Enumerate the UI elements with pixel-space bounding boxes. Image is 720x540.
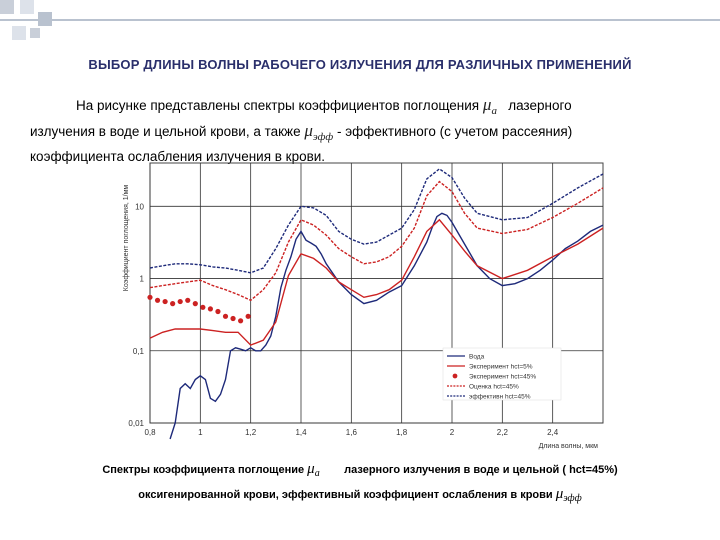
x-tick-label: 1,4	[295, 428, 307, 437]
caption-line-1: Спектры коэффициента поглощение μa лазер…	[102, 461, 618, 479]
data-point	[185, 297, 191, 303]
x-tick-label: 2,2	[497, 428, 509, 437]
legend-marker	[452, 373, 458, 379]
series-line	[149, 168, 604, 274]
data-point	[222, 313, 229, 319]
deco-square-3	[38, 12, 52, 26]
deco-square-5	[30, 28, 40, 38]
x-tick-label: 1,8	[396, 428, 408, 437]
intro-text-2: лазерного	[508, 98, 572, 113]
data-point	[147, 294, 153, 300]
deco-square-2	[20, 0, 34, 14]
series-line	[149, 180, 604, 302]
legend-entry: эффективн hct=45%	[469, 394, 531, 401]
legend-entry: Оценка hct=45%	[469, 384, 519, 391]
slide-title: ВЫБОР ДЛИНЫ ВОЛНЫ РАБОЧЕГО ИЗЛУЧЕНИЯ ДЛЯ…	[88, 57, 632, 72]
y-tick-label: 1	[140, 275, 145, 284]
data-point	[177, 298, 183, 305]
data-point	[200, 304, 206, 310]
x-axis-label: Длина волны, мкм	[539, 443, 599, 450]
data-point	[230, 315, 236, 322]
x-tick-label: 1,2	[245, 428, 257, 437]
mu-eff-symbol: μэфф	[304, 121, 334, 143]
caption-line-2: оксигенированной крови, эффективный коэф…	[138, 486, 582, 504]
intro-text-4: - эффективного (с учетом рассеяния)	[336, 124, 573, 139]
data-point	[154, 297, 161, 303]
mu-a-symbol: μa	[482, 95, 497, 117]
legend-box	[442, 347, 562, 401]
caption-mu-a-symbol: μa	[307, 461, 320, 479]
series-line	[149, 218, 604, 346]
caption-mu-eff-symbol: μэфф	[555, 486, 582, 504]
y-tick-label: 10	[135, 202, 144, 211]
data-point	[192, 301, 198, 307]
y-tick-label: 0,01	[128, 419, 144, 428]
header-rule	[0, 19, 720, 21]
intro-text-3: излучения в воде и цельной крови, а такж…	[30, 124, 301, 139]
y-axis-label: Коэффициент поглощения, 1/мм	[123, 185, 130, 292]
deco-square-4	[12, 26, 26, 40]
data-point	[238, 318, 244, 324]
legend-entry: Эксперимент hct=45%	[469, 374, 536, 381]
x-tick-label: 2,4	[547, 428, 559, 437]
data-point	[162, 298, 168, 305]
y-tick-label: 0,1	[133, 347, 145, 356]
intro-text-1: На рисунке представлены спектры коэффици…	[76, 98, 480, 113]
legend-entry: Эксперимент hct=5%	[469, 364, 533, 371]
data-point	[207, 306, 213, 312]
series-line	[169, 212, 604, 440]
x-tick-label: 1	[198, 428, 203, 437]
intro-text-5: коэффициента ослабления излучения в кров…	[30, 149, 326, 164]
data-point	[215, 308, 221, 315]
deco-square-1	[0, 0, 14, 14]
x-tick-label: 0,8	[144, 428, 156, 437]
legend-entry: Вода	[469, 354, 485, 361]
absorption-spectra-chart: 0,8 1 1,2 1,4 1,6 1,8 2 2,2 2,4 10 1 0,1 0,01 Длина в…	[123, 162, 604, 450]
data-point	[245, 313, 251, 319]
data-point	[170, 301, 176, 307]
x-tick-label: 1,6	[346, 428, 358, 437]
intro-paragraph: На рисунке представлены спектры коэффици…	[30, 95, 695, 167]
x-tick-label: 2	[450, 428, 455, 437]
